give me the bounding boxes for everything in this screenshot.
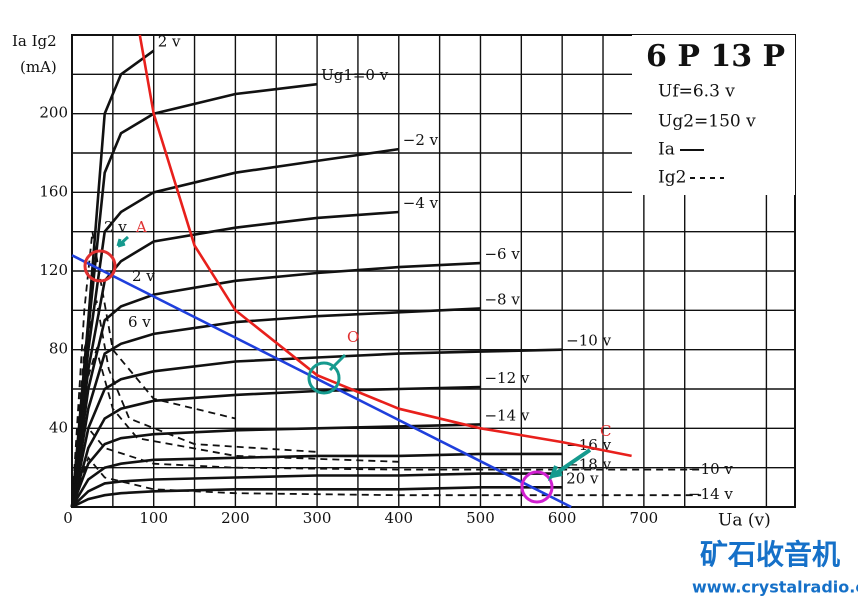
y-axis-unit: (mA)	[20, 58, 57, 76]
curve-label: −10 v	[566, 332, 611, 350]
watermark-title: 矿石收音机	[700, 538, 840, 571]
ia-curve	[70, 385, 481, 508]
watermark-url: www.crystalradio.cn	[692, 578, 858, 597]
arrow	[547, 448, 592, 482]
legend-ia: Ia	[658, 140, 675, 160]
ig2-curve	[71, 346, 399, 508]
curve-label: 2 v	[132, 267, 155, 285]
curve-label: −6 v	[484, 245, 520, 263]
plot-frame	[71, 34, 796, 508]
ia-curve	[138, 34, 632, 458]
ia-curve	[70, 210, 399, 508]
ia-curve	[70, 147, 399, 508]
curve-label: −10 v	[688, 460, 733, 478]
y-tick-label: 40	[49, 418, 68, 436]
point-circle	[307, 361, 341, 395]
x-tick-label: 500	[466, 509, 495, 527]
point-circle	[83, 249, 117, 283]
tube-name: 6 P 13 P	[646, 39, 785, 74]
ig2-curve	[71, 300, 318, 508]
ia-curve	[71, 472, 563, 508]
x-tick-label: 300	[303, 509, 332, 527]
curve-label: −14 v	[688, 485, 733, 503]
screen-voltage: Ug2=150 v	[658, 112, 756, 132]
ia-curve	[70, 452, 563, 508]
y-tick-label: 80	[49, 340, 68, 358]
filament-voltage: Uf=6.3 v	[658, 82, 735, 102]
x-tick-label: 600	[548, 509, 577, 527]
curve-label: −12 v	[484, 369, 529, 387]
x-tick-label: 700	[630, 509, 659, 527]
y-axis-label: Ia Ig2	[12, 32, 57, 50]
arrow	[116, 235, 130, 248]
x-axis-label: Ua (v)	[718, 511, 771, 531]
x-tick-label: 400	[384, 509, 413, 527]
point-label: C	[600, 422, 611, 440]
curve-label: 20 v	[566, 469, 599, 487]
point-label: A	[135, 218, 147, 236]
ia-curve	[70, 348, 563, 508]
curve-label: 2 v	[158, 33, 181, 51]
point-label: O	[347, 328, 359, 346]
x-tick-label: 100	[139, 509, 168, 527]
ia-curve	[71, 254, 572, 509]
x-tick-label: 0	[63, 509, 73, 527]
curve-label: −8 v	[484, 290, 520, 308]
ig2-curve	[71, 426, 702, 508]
ia-curve	[70, 261, 481, 508]
curve-label: −2 v	[403, 131, 439, 149]
curve-label: 2 v	[104, 218, 127, 236]
y-tick-label: 120	[39, 261, 68, 279]
arrow	[328, 353, 347, 372]
curve-label: −14 v	[484, 406, 529, 424]
x-tick-label: 200	[221, 509, 250, 527]
ia-curve	[71, 486, 563, 509]
curve-label: −4 v	[403, 194, 439, 212]
info-box	[632, 35, 795, 195]
ig2-curve	[71, 455, 702, 508]
y-tick-label: 160	[39, 182, 68, 200]
point-circle	[520, 470, 554, 504]
ia-curve	[70, 423, 481, 508]
y-tick-label: 200	[39, 104, 68, 122]
curve-label: Ug1=0 v	[321, 66, 389, 84]
legend-ig2: Ig2	[658, 168, 686, 188]
ia-curve	[70, 82, 318, 508]
ia-curve	[70, 307, 481, 508]
curve-label: 6 v	[128, 313, 151, 331]
